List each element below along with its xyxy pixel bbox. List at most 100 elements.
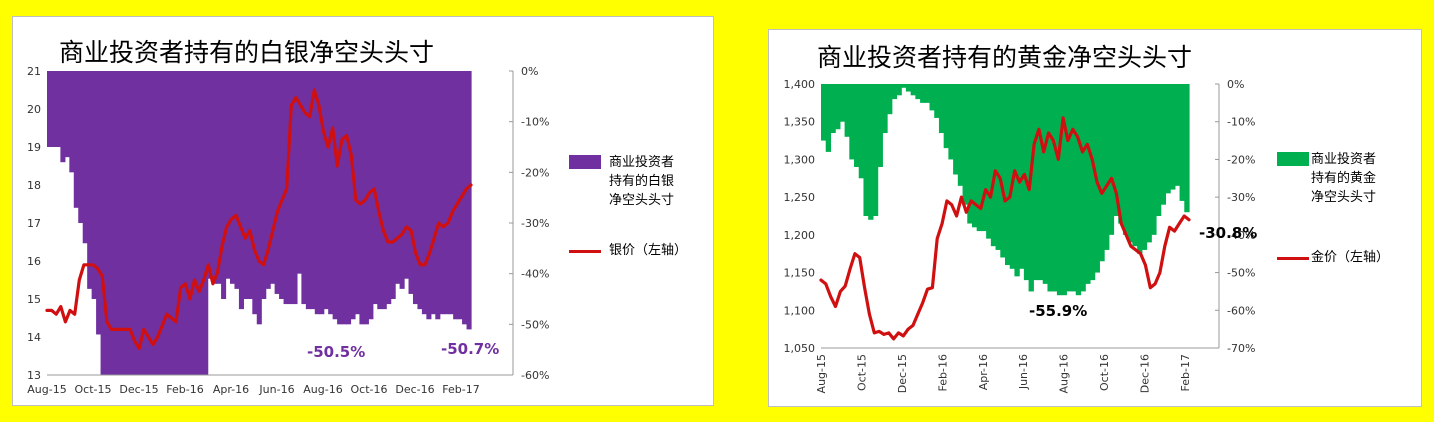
silver-y-left-tick: 19 xyxy=(27,141,41,154)
gold-y-right-tick: -60% xyxy=(1227,304,1255,317)
silver-bar xyxy=(149,71,155,375)
gold-legend-line-label: 金价（左轴） xyxy=(1311,250,1390,265)
silver-legend-bar-line1: 商业投资者 xyxy=(609,155,675,170)
gold-bar xyxy=(948,84,954,160)
silver-bar xyxy=(390,71,396,299)
silver-annotation-2: -50.7% xyxy=(441,340,500,358)
silver-bar xyxy=(292,71,298,305)
silver-bar xyxy=(234,71,240,289)
gold-bar xyxy=(858,84,865,179)
silver-bar xyxy=(55,71,61,147)
silver-bar xyxy=(368,71,374,320)
silver-y-left-tick: 13 xyxy=(27,369,41,382)
gold-chart-panel: 1,050 1,100 1,150 1,200 1,250 1,300 1,350 1,400… xyxy=(768,29,1422,407)
gold-bar xyxy=(821,84,827,141)
gold-bar xyxy=(920,84,926,103)
silver-y-left-tick: 17 xyxy=(27,217,41,230)
silver-bar xyxy=(91,71,97,299)
silver-x-tick: Oct-15 xyxy=(75,383,112,396)
gold-bar xyxy=(1165,84,1171,194)
gold-bar xyxy=(882,84,888,134)
gold-y-right-tick: 0% xyxy=(1227,78,1244,91)
silver-bar xyxy=(421,71,427,315)
gold-price-line xyxy=(819,116,1191,341)
silver-bar xyxy=(466,71,472,330)
gold-bar xyxy=(1108,84,1115,235)
silver-bar xyxy=(354,71,361,315)
gold-bar xyxy=(1056,84,1063,296)
silver-annotation-1: -50.5% xyxy=(307,343,366,361)
silver-bar xyxy=(314,71,320,315)
silver-bar xyxy=(203,71,209,375)
gold-bar xyxy=(891,84,898,100)
gold-bar xyxy=(896,84,902,96)
silver-bar xyxy=(301,71,307,305)
gold-bar xyxy=(1085,84,1091,284)
silver-bar xyxy=(136,71,142,375)
silver-bar xyxy=(69,71,75,173)
silver-y-left-tick: 15 xyxy=(27,293,41,306)
silver-bar xyxy=(163,71,169,375)
silver-bar xyxy=(462,71,468,325)
gold-bar xyxy=(844,84,850,137)
gold-legend-line-swatch xyxy=(1277,257,1309,260)
gold-bar xyxy=(967,84,973,224)
silver-bar xyxy=(180,71,186,375)
silver-x-tick: Aug-15 xyxy=(27,383,66,396)
silver-bar xyxy=(448,71,454,315)
silver-bar xyxy=(435,71,441,320)
silver-bar xyxy=(122,71,128,375)
gold-bar xyxy=(915,84,921,100)
silver-bar xyxy=(261,71,267,299)
silver-bar xyxy=(167,71,173,375)
gold-bar xyxy=(971,84,978,228)
silver-y-right-tick: -30% xyxy=(521,217,549,230)
silver-y-left-tick: 16 xyxy=(27,255,41,268)
silver-bar xyxy=(154,71,160,375)
silver-bar xyxy=(417,71,423,310)
gold-bar xyxy=(1075,84,1082,296)
silver-bar xyxy=(127,71,133,375)
gold-bar xyxy=(1066,84,1072,292)
silver-bar xyxy=(395,71,401,284)
gold-y-right-tick: -50% xyxy=(1227,267,1255,280)
gold-bar xyxy=(1047,84,1053,292)
silver-price-line xyxy=(45,88,473,350)
gold-bar xyxy=(1033,84,1039,281)
gold-bar xyxy=(934,84,940,118)
silver-bar xyxy=(341,71,347,325)
silver-bar xyxy=(243,71,249,299)
gold-bar xyxy=(1061,84,1067,296)
silver-x-tick: Feb-16 xyxy=(166,383,203,396)
gold-bar xyxy=(910,84,916,96)
gold-bar xyxy=(905,84,912,92)
gold-bar xyxy=(986,84,992,239)
gold-bar xyxy=(1170,84,1176,190)
silver-bar xyxy=(412,71,419,305)
gold-x-tick: Dec-16 xyxy=(1139,354,1152,393)
silver-x-tick: Dec-16 xyxy=(395,383,434,396)
silver-legend-line-swatch xyxy=(569,250,601,253)
silver-bar xyxy=(346,71,352,325)
gold-bar xyxy=(887,84,893,115)
gold-bar xyxy=(1005,84,1011,266)
gold-bar xyxy=(995,84,1001,250)
gold-annotation-2: -30.8% xyxy=(1199,224,1258,242)
silver-bar xyxy=(296,71,302,274)
silver-bar xyxy=(270,71,276,284)
gold-bar xyxy=(1179,84,1185,201)
silver-bar xyxy=(305,71,311,310)
gold-bar xyxy=(877,84,883,167)
silver-bar xyxy=(337,71,343,325)
silver-bar xyxy=(372,71,378,305)
gold-y-left-tick: 1,300 xyxy=(784,153,816,166)
gold-bar xyxy=(1118,84,1124,224)
gold-y-left-tick: 1,400 xyxy=(784,78,816,91)
silver-bar xyxy=(265,71,271,289)
silver-bar xyxy=(185,71,191,375)
gold-bar xyxy=(981,84,987,232)
gold-x-tick: Jun-16 xyxy=(1017,354,1030,390)
gold-bar xyxy=(976,84,983,232)
gold-bar xyxy=(1113,84,1119,216)
silver-bar xyxy=(78,71,84,223)
